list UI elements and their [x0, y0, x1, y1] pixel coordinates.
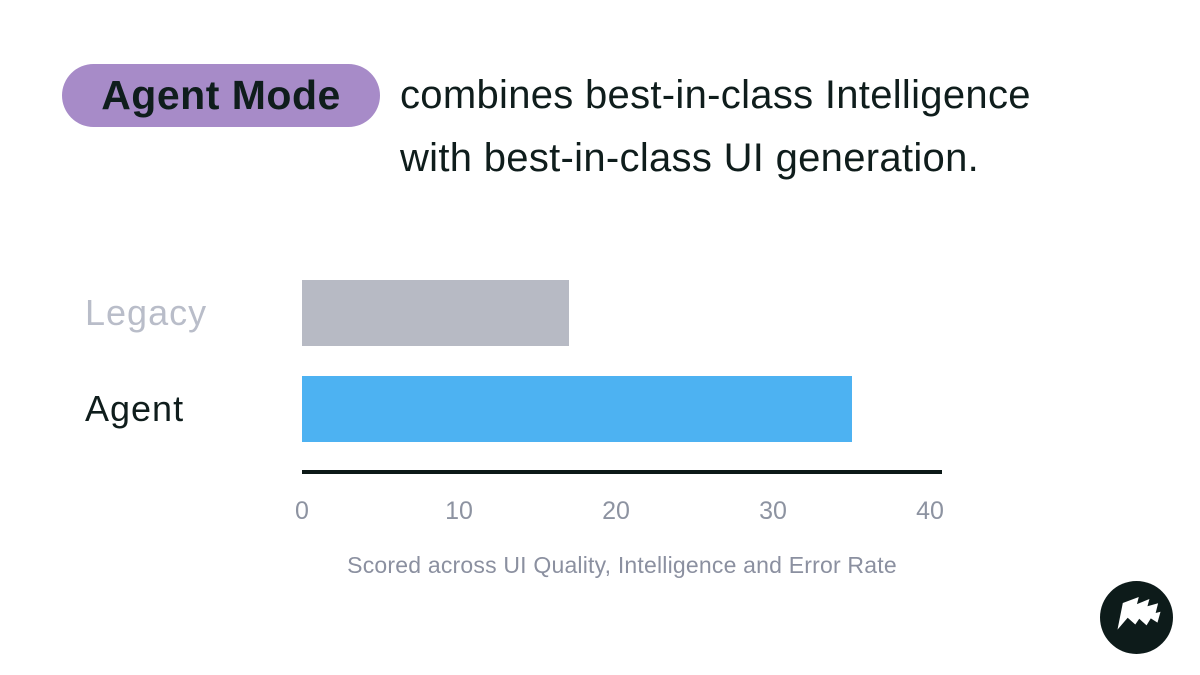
bar-track-agent — [302, 376, 930, 442]
tick-label-10: 10 — [445, 497, 473, 525]
tick-label-0: 0 — [295, 497, 309, 525]
tick-label-30: 30 — [759, 497, 787, 525]
title-text: combines best-in-class Intelligence with… — [400, 64, 1140, 190]
agent-mode-badge: Agent Mode — [62, 64, 380, 127]
bar-agent — [302, 376, 852, 442]
bar-track-legacy — [302, 280, 930, 346]
x-axis-line — [302, 470, 942, 474]
tick-label-20: 20 — [602, 497, 630, 525]
category-label-agent: Agent — [85, 388, 185, 429]
agent-mode-badge-label: Agent Mode — [101, 72, 341, 118]
x-axis-ticks: 0 10 20 30 40 — [295, 497, 944, 527]
axis-caption: Scored across UI Quality, Intelligence a… — [347, 552, 897, 578]
tick-label-40: 40 — [916, 497, 944, 525]
title-line-1: combines best-in-class Intelligence — [400, 73, 1031, 117]
brand-logo — [1100, 581, 1173, 654]
category-label-legacy: Legacy — [85, 292, 208, 333]
bar-legacy — [302, 280, 569, 346]
flag-logo-icon — [1100, 581, 1173, 654]
title-line-2: with best-in-class UI generation. — [400, 136, 980, 180]
